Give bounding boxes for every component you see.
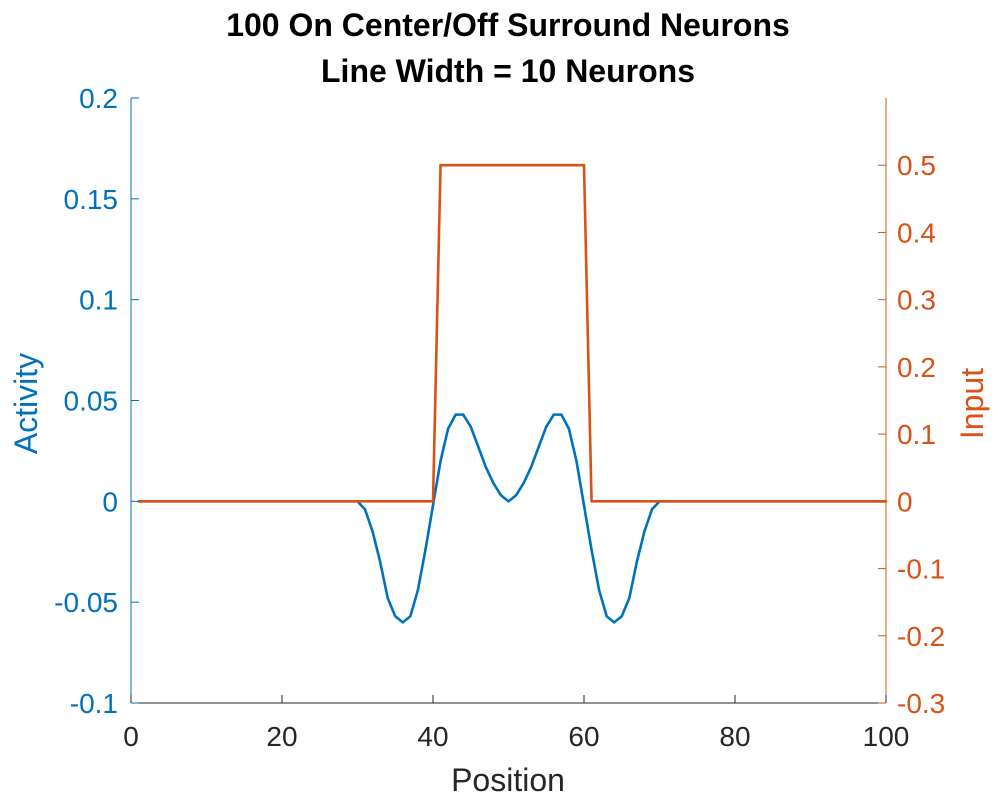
right-y-axis-label: Input (954, 368, 990, 439)
activity-data-point (567, 427, 571, 430)
activity-data-point (394, 615, 397, 618)
left-y-axis-label: Activity (8, 353, 44, 454)
left-y-tick-label: 0.2 (79, 83, 118, 114)
activity-data-point (507, 500, 510, 503)
x-tick-label: 80 (719, 721, 750, 752)
right-y-tick-label: -0.2 (897, 621, 945, 652)
activity-data-point (560, 413, 563, 416)
activity-data-point (454, 413, 457, 416)
right-y-tick-label: 0.2 (897, 352, 936, 383)
right-y-tick-label: 0.1 (897, 419, 936, 450)
input-series-line (138, 163, 886, 503)
activity-data-point (545, 425, 548, 428)
x-tick-label: 40 (417, 721, 448, 752)
activity-data-point (514, 494, 518, 497)
x-tick-label: 20 (266, 721, 297, 752)
right-y-tick-label: 0.4 (897, 217, 936, 248)
activity-data-point (492, 481, 495, 485)
right-y-tick-label: 0.5 (897, 150, 936, 181)
activity-series-line (138, 413, 886, 624)
activity-data-point (477, 445, 480, 449)
activity-data-point (363, 508, 367, 511)
input-data-point (590, 500, 593, 503)
x-tick-label: 100 (863, 721, 910, 752)
activity-data-point (446, 427, 450, 430)
activity-data-point (386, 596, 389, 600)
activity-data-point (650, 508, 654, 511)
input-data-point (431, 500, 435, 503)
activity-data-point (499, 494, 503, 497)
activity-data-point (575, 459, 578, 463)
activity-data-point (590, 548, 593, 551)
activity-data-point (522, 481, 525, 485)
activity-data-point (597, 588, 601, 592)
activity-data-point (416, 588, 420, 592)
chart-title-line-2: Line Width = 10 Neurons (321, 53, 695, 89)
right-y-tick-label: 0 (897, 486, 913, 517)
activity-data-point (431, 504, 435, 507)
left-y-tick-label: 0.1 (79, 285, 118, 316)
activity-data-point (620, 615, 623, 618)
left-y-tick-label: -0.1 (70, 688, 118, 719)
activity-data-point (537, 445, 540, 449)
left-y-tick-label: 0 (102, 486, 118, 517)
activity-data-point (401, 621, 404, 624)
axes: 0 20 40 60 80 100 -0.1 -0.05 0 0.05 0.1 0.15 0.2 -0.3… (54, 83, 945, 752)
activity-data-point (529, 465, 533, 469)
left-y-tick-label: -0.05 (54, 587, 118, 618)
input-data-point (582, 164, 586, 167)
right-y-tick-label: -0.1 (897, 554, 945, 585)
activity-data-point (371, 530, 374, 533)
x-axis-label: Position (451, 762, 565, 798)
x-tick-label: 0 (123, 721, 139, 752)
activity-data-point (378, 560, 382, 564)
activity-data-point (552, 413, 555, 416)
activity-data-point (424, 548, 427, 551)
right-y-tick-label: -0.3 (897, 688, 945, 719)
chart-title-line-1: 100 On Center/Off Surround Neurons (226, 7, 790, 43)
input-data-point (439, 164, 442, 167)
activity-data-point (628, 596, 631, 600)
activity-data-point (582, 504, 586, 507)
activity-data-point (469, 425, 472, 428)
activity-data-point (643, 530, 646, 533)
activity-data-point (462, 413, 465, 416)
activity-data-point (409, 615, 412, 618)
activity-data-point (484, 465, 488, 469)
activity-data-point (635, 560, 639, 564)
plot-area (137, 163, 888, 624)
activity-data-point (605, 615, 608, 618)
x-tick-label: 60 (568, 721, 599, 752)
activity-data-point (439, 459, 442, 463)
left-y-tick-label: 0.05 (64, 386, 119, 417)
activity-data-point (613, 621, 616, 624)
right-y-tick-label: 0.3 (897, 285, 936, 316)
left-y-tick-label: 0.15 (64, 184, 119, 215)
